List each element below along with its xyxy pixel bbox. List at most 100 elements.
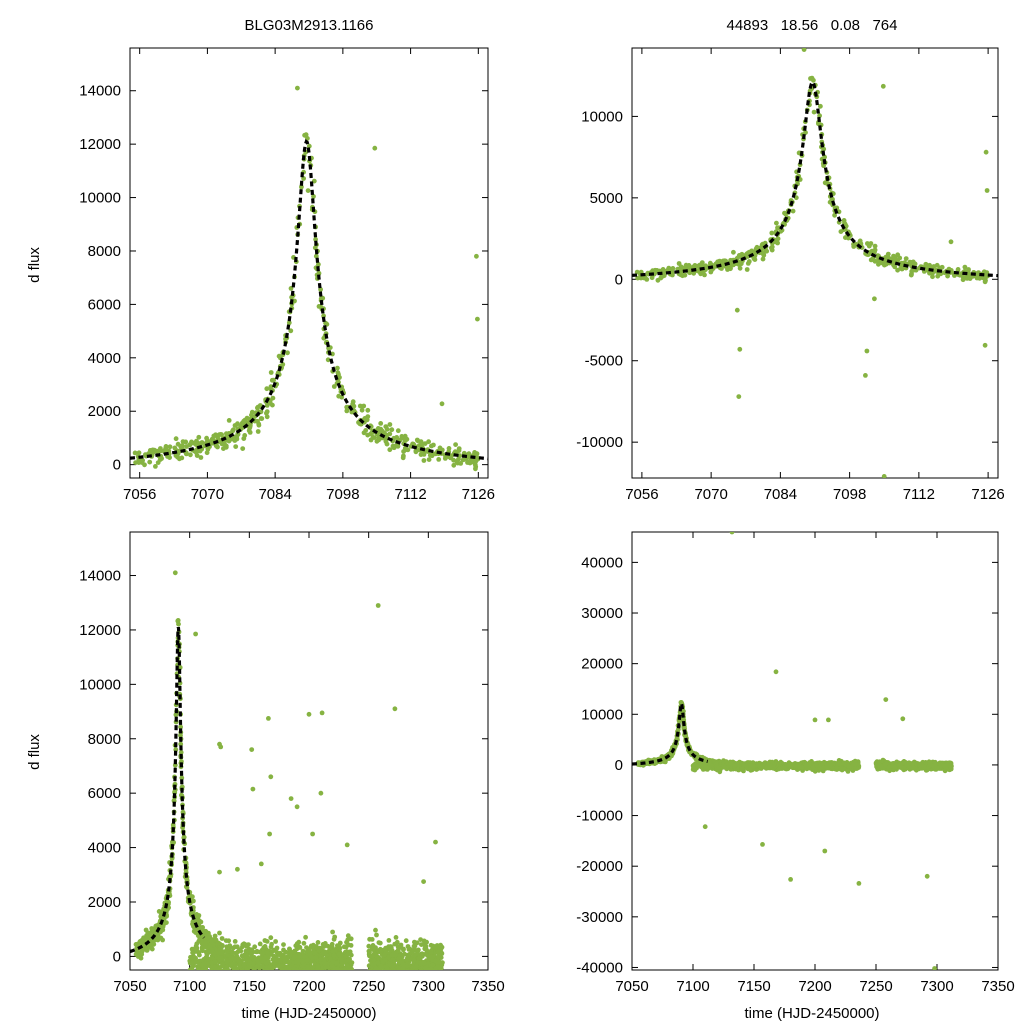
data-point bbox=[394, 980, 399, 985]
data-point bbox=[319, 969, 323, 970]
data-point bbox=[811, 109, 817, 115]
x-tick-label: 7200 bbox=[292, 978, 325, 995]
data-point bbox=[190, 971, 195, 976]
data-point bbox=[251, 973, 256, 978]
data-point bbox=[235, 866, 240, 872]
x-tick-label: 7250 bbox=[859, 978, 892, 995]
data-point bbox=[330, 959, 336, 965]
data-point bbox=[264, 386, 270, 392]
data-point bbox=[324, 953, 329, 958]
panel-top-right: 7056 7070 7084 7098 7112 7126-10000-500005000… bbox=[576, 47, 1005, 503]
data-point bbox=[384, 966, 390, 970]
data-point bbox=[243, 970, 248, 975]
data-point bbox=[195, 966, 201, 970]
data-point bbox=[387, 422, 393, 427]
y-tick-label: 10000 bbox=[79, 676, 121, 693]
data-point bbox=[313, 253, 319, 259]
data-point bbox=[395, 971, 400, 976]
data-point bbox=[262, 970, 267, 975]
data-point bbox=[224, 949, 230, 955]
data-point bbox=[346, 973, 351, 978]
data-point bbox=[164, 920, 169, 925]
y-tick-label: 20000 bbox=[581, 656, 623, 673]
data-point bbox=[312, 950, 317, 956]
data-point bbox=[327, 972, 332, 977]
data-point bbox=[374, 438, 380, 444]
data-point bbox=[266, 954, 271, 960]
data-point bbox=[427, 452, 433, 458]
data-point bbox=[365, 432, 371, 438]
data-point bbox=[303, 934, 308, 940]
x-tick-label: 7056 bbox=[625, 486, 658, 503]
data-point bbox=[209, 965, 215, 970]
data-point bbox=[453, 442, 458, 447]
data-point bbox=[375, 603, 381, 608]
data-point bbox=[328, 979, 333, 984]
data-point bbox=[270, 402, 275, 408]
data-point bbox=[380, 973, 385, 978]
x-tick-label: 7112 bbox=[903, 486, 935, 503]
data-point bbox=[313, 237, 318, 242]
x-tick-label: 7050 bbox=[113, 978, 146, 995]
data-point bbox=[760, 256, 766, 262]
data-point bbox=[199, 962, 205, 968]
data-point bbox=[179, 775, 185, 781]
data-point bbox=[281, 942, 286, 947]
data-point bbox=[419, 953, 425, 959]
data-point bbox=[734, 307, 740, 313]
data-point bbox=[827, 199, 833, 205]
data-point bbox=[435, 973, 440, 978]
data-point bbox=[247, 971, 252, 976]
data-point bbox=[401, 435, 406, 441]
data-point bbox=[233, 444, 239, 449]
data-point bbox=[261, 969, 264, 970]
data-point bbox=[149, 449, 155, 455]
data-point bbox=[375, 426, 381, 431]
x-tick-label: 7112 bbox=[394, 486, 426, 503]
data-point bbox=[153, 924, 158, 930]
data-point bbox=[197, 935, 203, 940]
data-point bbox=[426, 457, 432, 462]
x-tick-label: 7070 bbox=[191, 486, 224, 503]
y-tick-label: -10000 bbox=[576, 434, 623, 451]
data-point bbox=[184, 451, 189, 457]
data-point bbox=[347, 956, 352, 962]
data-point bbox=[809, 75, 815, 81]
data-point bbox=[687, 270, 693, 276]
data-point bbox=[235, 972, 240, 977]
data-point bbox=[801, 48, 807, 52]
data-point bbox=[225, 972, 230, 977]
data-point bbox=[325, 943, 331, 949]
data-point bbox=[308, 973, 313, 978]
data-point bbox=[267, 974, 272, 979]
data-point bbox=[433, 839, 438, 845]
data-point bbox=[435, 964, 441, 970]
data-point bbox=[817, 113, 822, 119]
data-point bbox=[763, 248, 769, 254]
data-point bbox=[326, 972, 331, 977]
data-point bbox=[385, 970, 390, 975]
data-point bbox=[311, 969, 316, 970]
data-point bbox=[682, 272, 688, 278]
data-point bbox=[406, 982, 411, 987]
data-point bbox=[335, 943, 340, 948]
data-point bbox=[315, 940, 321, 945]
data-point bbox=[343, 971, 348, 976]
data-point bbox=[430, 962, 436, 968]
y-tick-label: -40000 bbox=[576, 959, 623, 976]
data-point bbox=[241, 418, 247, 424]
data-point bbox=[210, 949, 215, 955]
data-point bbox=[304, 967, 310, 970]
data-point bbox=[142, 462, 147, 468]
data-point bbox=[199, 440, 205, 445]
data-point bbox=[224, 959, 230, 965]
data-point bbox=[220, 975, 225, 980]
data-point bbox=[264, 410, 269, 416]
data-point bbox=[220, 973, 225, 978]
data-point bbox=[318, 287, 323, 292]
data-point bbox=[376, 948, 381, 954]
data-point bbox=[189, 967, 195, 970]
data-point bbox=[384, 426, 390, 432]
data-point bbox=[227, 976, 232, 981]
